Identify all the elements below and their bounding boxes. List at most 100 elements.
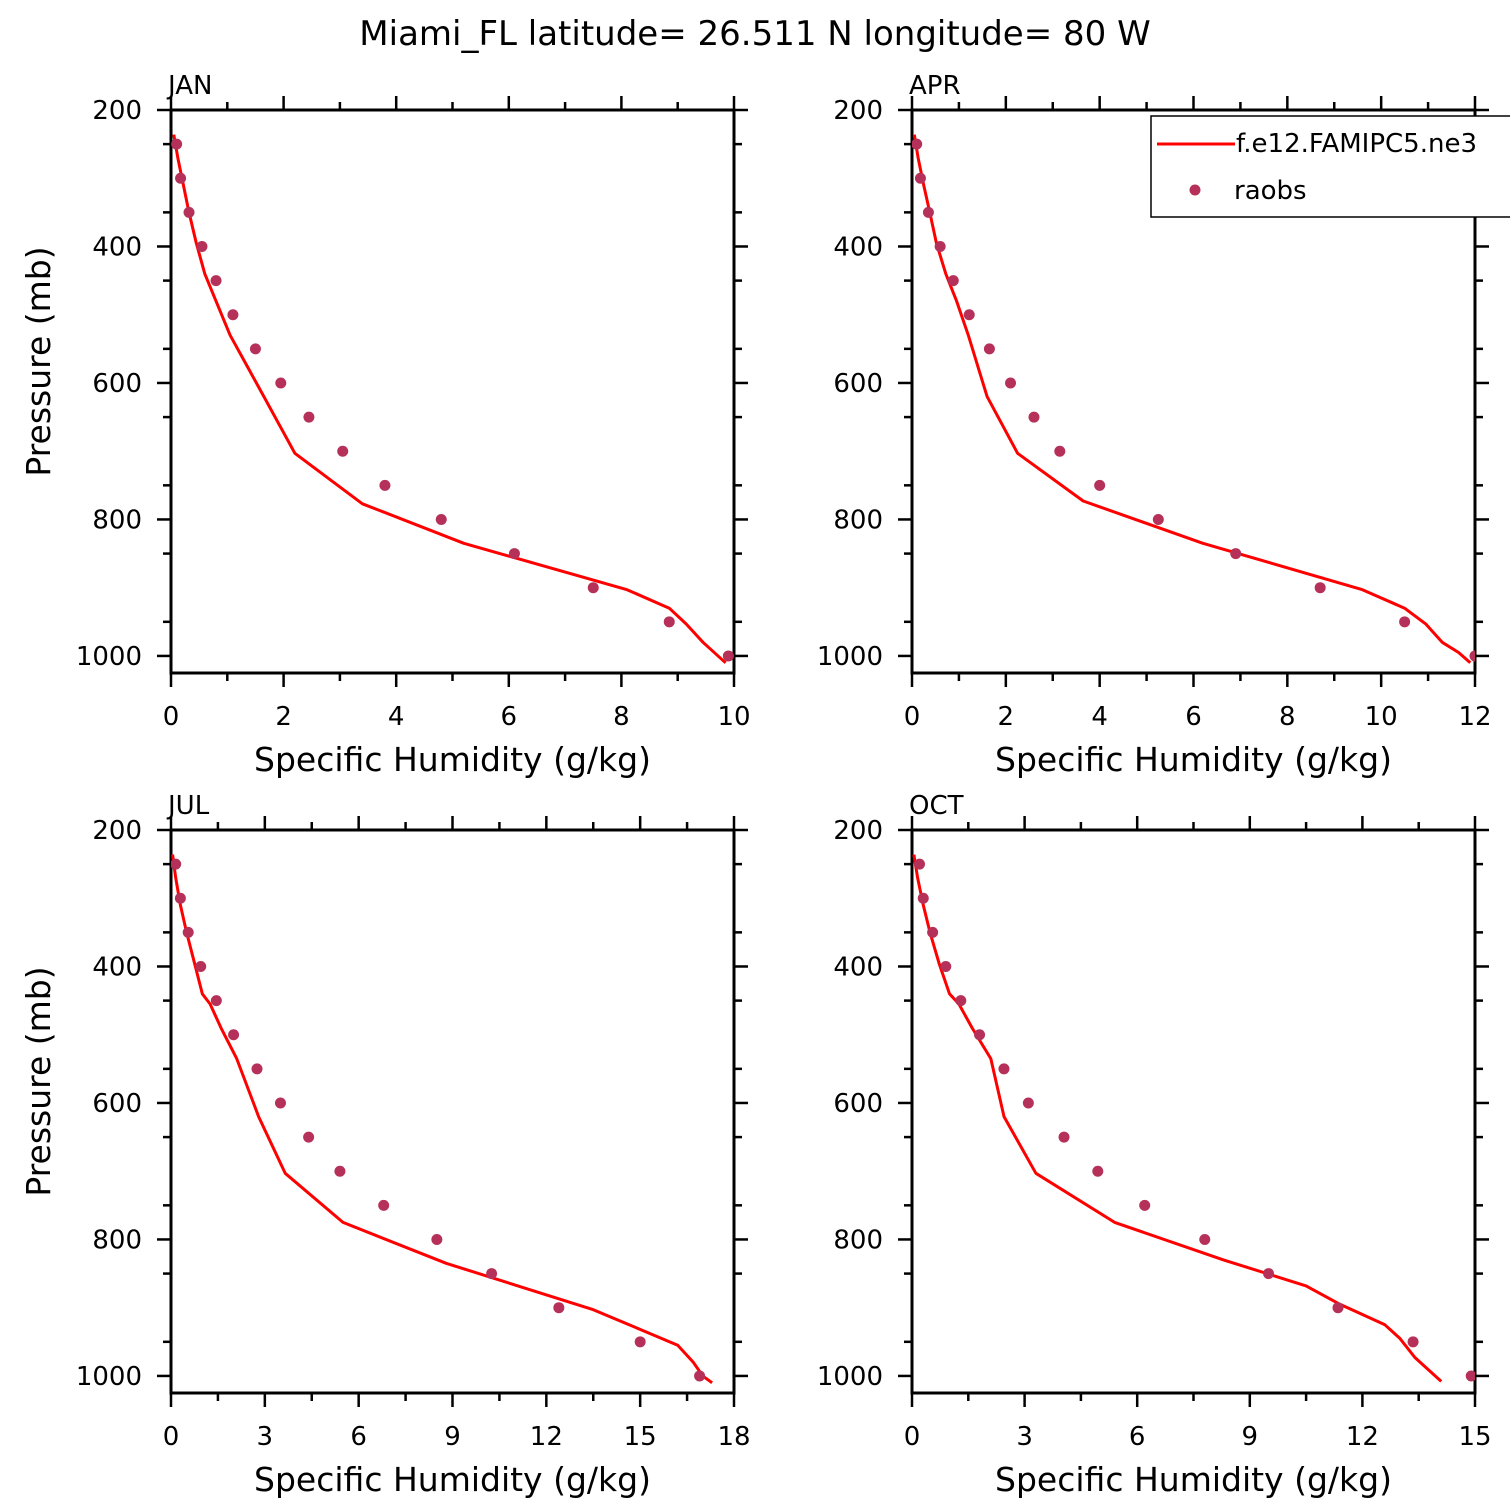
raobs-point: [694, 1370, 706, 1382]
x-tick-label: 2: [998, 702, 1015, 732]
x-axis-label: Specific Humidity (g/kg): [254, 1460, 651, 1499]
raobs-point: [486, 1268, 498, 1280]
raobs-point: [274, 1097, 286, 1109]
raobs-point: [227, 309, 239, 321]
legend: f.e12.FAMIPC5.ne3 raobs: [1150, 115, 1510, 218]
plot-data: [171, 134, 734, 664]
plot-data: [912, 134, 1475, 664]
y-tick-label: 800: [833, 1225, 883, 1255]
raobs-point: [379, 479, 391, 491]
raobs-point: [955, 995, 967, 1007]
raobs-point: [1058, 1131, 1070, 1143]
plot-data: [171, 854, 713, 1385]
x-tick-label: 12: [1458, 702, 1491, 732]
y-tick-label: 1000: [817, 1362, 883, 1392]
raobs-point: [303, 411, 315, 423]
x-tick-label: 6: [350, 1422, 367, 1452]
raobs-point: [1054, 445, 1066, 457]
raobs-point: [378, 1199, 390, 1211]
legend-box: [1150, 115, 1510, 218]
y-tick-label: 200: [833, 816, 883, 846]
plot-frame: [169, 108, 736, 675]
raobs-point: [1022, 1097, 1034, 1109]
raobs-point: [182, 926, 194, 938]
x-tick-label: 10: [1365, 702, 1398, 732]
x-tick-label: 0: [904, 1422, 921, 1452]
plot-frame: [910, 828, 1477, 1395]
x-tick-label: 0: [163, 1422, 180, 1452]
raobs-point: [1199, 1233, 1211, 1245]
raobs-point: [553, 1302, 565, 1314]
panel-oct: OCT 0 3 6 9 12 15 200 400 600 800 1000 Specific Humi…: [817, 791, 1492, 1499]
raobs-point: [228, 1029, 240, 1041]
x-tick-label: 8: [613, 702, 630, 732]
y-tick-label: 200: [833, 96, 883, 126]
y-axis-label: Pressure (mb): [19, 246, 58, 476]
raobs-point: [1094, 479, 1106, 491]
x-tick-label: 2: [275, 702, 292, 732]
x-tick-label: 12: [530, 1422, 563, 1452]
raobs-point: [175, 172, 187, 184]
x-tick-label: 3: [1016, 1422, 1033, 1452]
raobs-point: [587, 582, 599, 594]
panel-jul: JUL 0 3 6 9 12 15 18 200 400 600 800 1000 Specific Hu…: [19, 791, 751, 1499]
y-tick-label: 600: [833, 369, 883, 399]
x-axis-label: Specific Humidity (g/kg): [254, 740, 651, 779]
raobs-point: [922, 206, 934, 218]
x-tick-label: 9: [1242, 1422, 1259, 1452]
raobs-point: [171, 138, 183, 150]
figure-title: Miami_FL latitude= 26.511 N longitude= 8…: [359, 14, 1150, 54]
y-tick-label: 800: [833, 505, 883, 535]
raobs-point: [431, 1233, 443, 1245]
raobs-point: [947, 275, 959, 287]
y-tick-label: 1000: [76, 642, 142, 672]
x-tick-label: 0: [904, 702, 921, 732]
raobs-point: [963, 309, 975, 321]
raobs-point: [940, 960, 952, 972]
raobs-point: [722, 650, 734, 662]
x-tick-label: 0: [163, 702, 180, 732]
raobs-point: [171, 858, 182, 870]
y-tick-label: 600: [92, 1089, 142, 1119]
x-axis-label: Specific Humidity (g/kg): [995, 1460, 1392, 1499]
x-tick-label: 18: [717, 1422, 750, 1452]
raobs-point: [1139, 1199, 1151, 1211]
raobs-point: [275, 377, 287, 389]
raobs-point: [251, 1063, 263, 1075]
raobs-point: [914, 858, 926, 870]
legend-dot-swatch: [1189, 184, 1201, 196]
x-tick-label: 4: [388, 702, 405, 732]
raobs-point: [663, 616, 675, 628]
x-tick-label: 9: [444, 1422, 461, 1452]
raobs-point: [1465, 1370, 1475, 1382]
panel-jan: JAN 0 2 4 6 8 10 200 400 600 800 1000 Specific Humid…: [19, 71, 751, 779]
raobs-point: [174, 892, 186, 904]
x-tick-label: 12: [1346, 1422, 1379, 1452]
y-axis-label: Pressure (mb): [19, 966, 58, 1196]
panel-title: OCT: [909, 791, 964, 821]
raobs-point: [1314, 582, 1326, 594]
panel-apr: APR 0 2 4 6 8 10 12 200 400 600 800 1000 Specific Hum…: [817, 71, 1492, 779]
raobs-point: [1263, 1268, 1275, 1280]
raobs-point: [634, 1336, 646, 1348]
panel-title: APR: [909, 71, 961, 101]
x-tick-label: 3: [257, 1422, 274, 1452]
legend-obs-label: raobs: [1234, 176, 1307, 206]
x-tick-label: 4: [1091, 702, 1108, 732]
y-tick-label: 1000: [817, 642, 883, 672]
raobs-point: [210, 275, 222, 287]
raobs-point: [1407, 1336, 1419, 1348]
raobs-point: [983, 343, 995, 355]
y-tick-label: 400: [92, 232, 142, 262]
raobs-point: [1230, 548, 1242, 560]
x-tick-label: 8: [1279, 702, 1296, 732]
raobs-point: [1028, 411, 1040, 423]
y-tick-label: 400: [833, 952, 883, 982]
y-tick-label: 800: [92, 505, 142, 535]
raobs-point: [435, 513, 447, 525]
raobs-point: [183, 206, 195, 218]
y-tick-label: 600: [92, 369, 142, 399]
x-tick-label: 15: [624, 1422, 657, 1452]
